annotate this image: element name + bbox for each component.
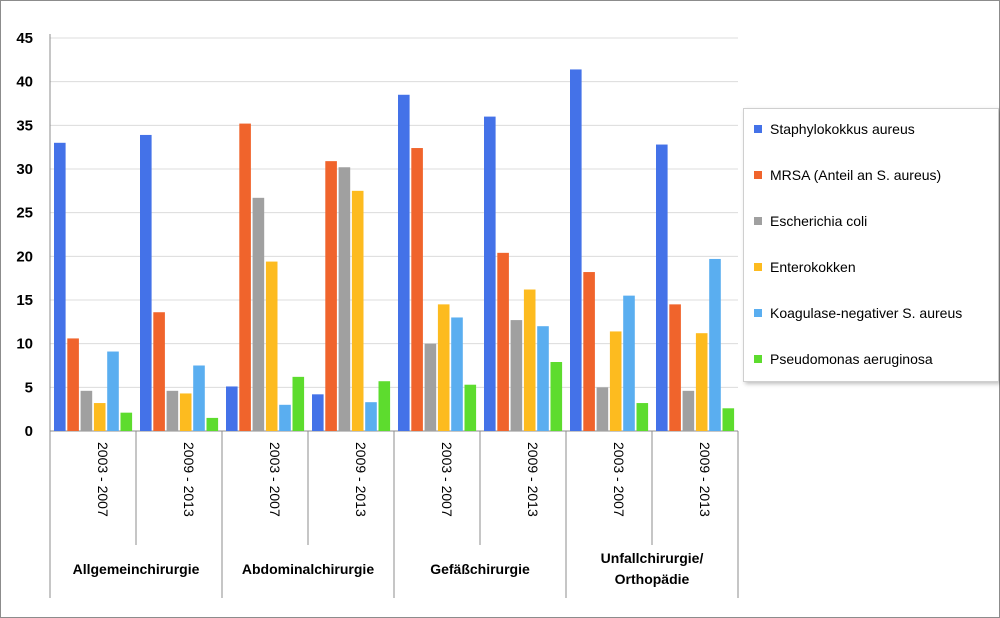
bar [636, 403, 649, 431]
bar [583, 272, 595, 431]
legend-swatch [754, 309, 762, 317]
y-tick-label: 20 [16, 248, 33, 265]
bar [80, 390, 93, 431]
bar [398, 94, 410, 432]
y-tick-label: 25 [16, 205, 33, 222]
bar [140, 134, 152, 431]
bar [669, 304, 681, 431]
bar [437, 304, 450, 431]
period-label: 2003 - 2007 [267, 442, 283, 517]
bar [722, 408, 735, 431]
bar [107, 351, 119, 431]
bar [656, 144, 668, 431]
bar [67, 338, 79, 431]
bar [609, 331, 622, 431]
bar [695, 333, 708, 431]
bar [682, 390, 695, 431]
bar [279, 404, 291, 431]
bar [510, 320, 523, 431]
legend-item: Enterokokken [754, 259, 856, 275]
y-tick-label: 40 [16, 74, 33, 91]
legend-swatch [754, 171, 762, 179]
group-label: Gefäßchirurgie [430, 561, 530, 577]
period-label: 2009 - 2013 [181, 442, 197, 517]
period-label: 2009 - 2013 [525, 442, 541, 517]
bar [464, 384, 477, 431]
bar [709, 258, 721, 431]
bar [179, 393, 192, 431]
legend-item: Escherichia coli [754, 213, 867, 229]
y-tick-label: 10 [16, 336, 33, 353]
bar [312, 394, 324, 431]
bar [484, 116, 496, 431]
period-label: 2009 - 2013 [353, 442, 369, 517]
group-label: Orthopädie [615, 571, 690, 587]
bar [54, 142, 66, 432]
bar [596, 387, 609, 431]
legend-swatch [754, 217, 762, 225]
bar [338, 167, 351, 431]
bar [325, 161, 337, 431]
legend-item: MRSA (Anteil an S. aureus) [754, 167, 941, 183]
bar [93, 403, 106, 431]
y-tick-label: 15 [16, 292, 33, 309]
y-tick-label: 35 [16, 117, 33, 134]
bar [550, 362, 563, 431]
legend-label: Escherichia coli [770, 213, 868, 229]
legend-swatch [754, 125, 762, 133]
legend-swatch [754, 355, 762, 363]
bar [226, 386, 238, 431]
bar [292, 376, 305, 431]
group-label: Unfallchirurgie/ [601, 550, 704, 566]
legend-item: Koagulase-negativer S. aureus [754, 305, 962, 321]
bar [411, 148, 423, 432]
bar [424, 343, 437, 431]
legend-label: MRSA (Anteil an S. aureus) [770, 167, 942, 183]
bar [351, 190, 364, 431]
bar [265, 261, 278, 431]
group-label: Allgemeinchirurgie [73, 561, 200, 577]
y-tick-label: 45 [16, 30, 33, 47]
legend-label: Koagulase-negativer S. aureus [770, 305, 963, 321]
bar [153, 312, 165, 431]
legend-item: Pseudomonas aeruginosa [754, 351, 933, 367]
bar [239, 123, 251, 431]
bar [166, 390, 179, 431]
y-tick-label: 0 [25, 423, 33, 440]
bar [497, 252, 509, 431]
legend-label: Staphylokokkus aureus [770, 121, 915, 137]
group-label: Abdominalchirurgie [242, 561, 374, 577]
legend-label: Enterokokken [770, 259, 856, 275]
bar [193, 365, 205, 431]
bar [537, 326, 549, 431]
bar [523, 289, 536, 431]
y-tick-label: 30 [16, 161, 33, 178]
bar [365, 402, 377, 431]
period-label: 2003 - 2007 [439, 442, 455, 517]
bar [120, 412, 133, 431]
bar [206, 417, 219, 431]
bar [252, 197, 265, 431]
period-label: 2003 - 2007 [95, 442, 111, 517]
bar [451, 317, 463, 431]
bar [570, 69, 582, 431]
bar [623, 295, 635, 431]
legend-item: Staphylokokkus aureus [754, 121, 915, 137]
legend-swatch [754, 263, 762, 271]
period-label: 2009 - 2013 [697, 442, 713, 517]
bar [378, 381, 391, 431]
legend-label: Pseudomonas aeruginosa [770, 351, 933, 367]
period-label: 2003 - 2007 [611, 442, 627, 517]
y-tick-label: 5 [25, 379, 33, 396]
legend: Staphylokokkus aureus MRSA (Anteil an S. … [743, 108, 999, 382]
